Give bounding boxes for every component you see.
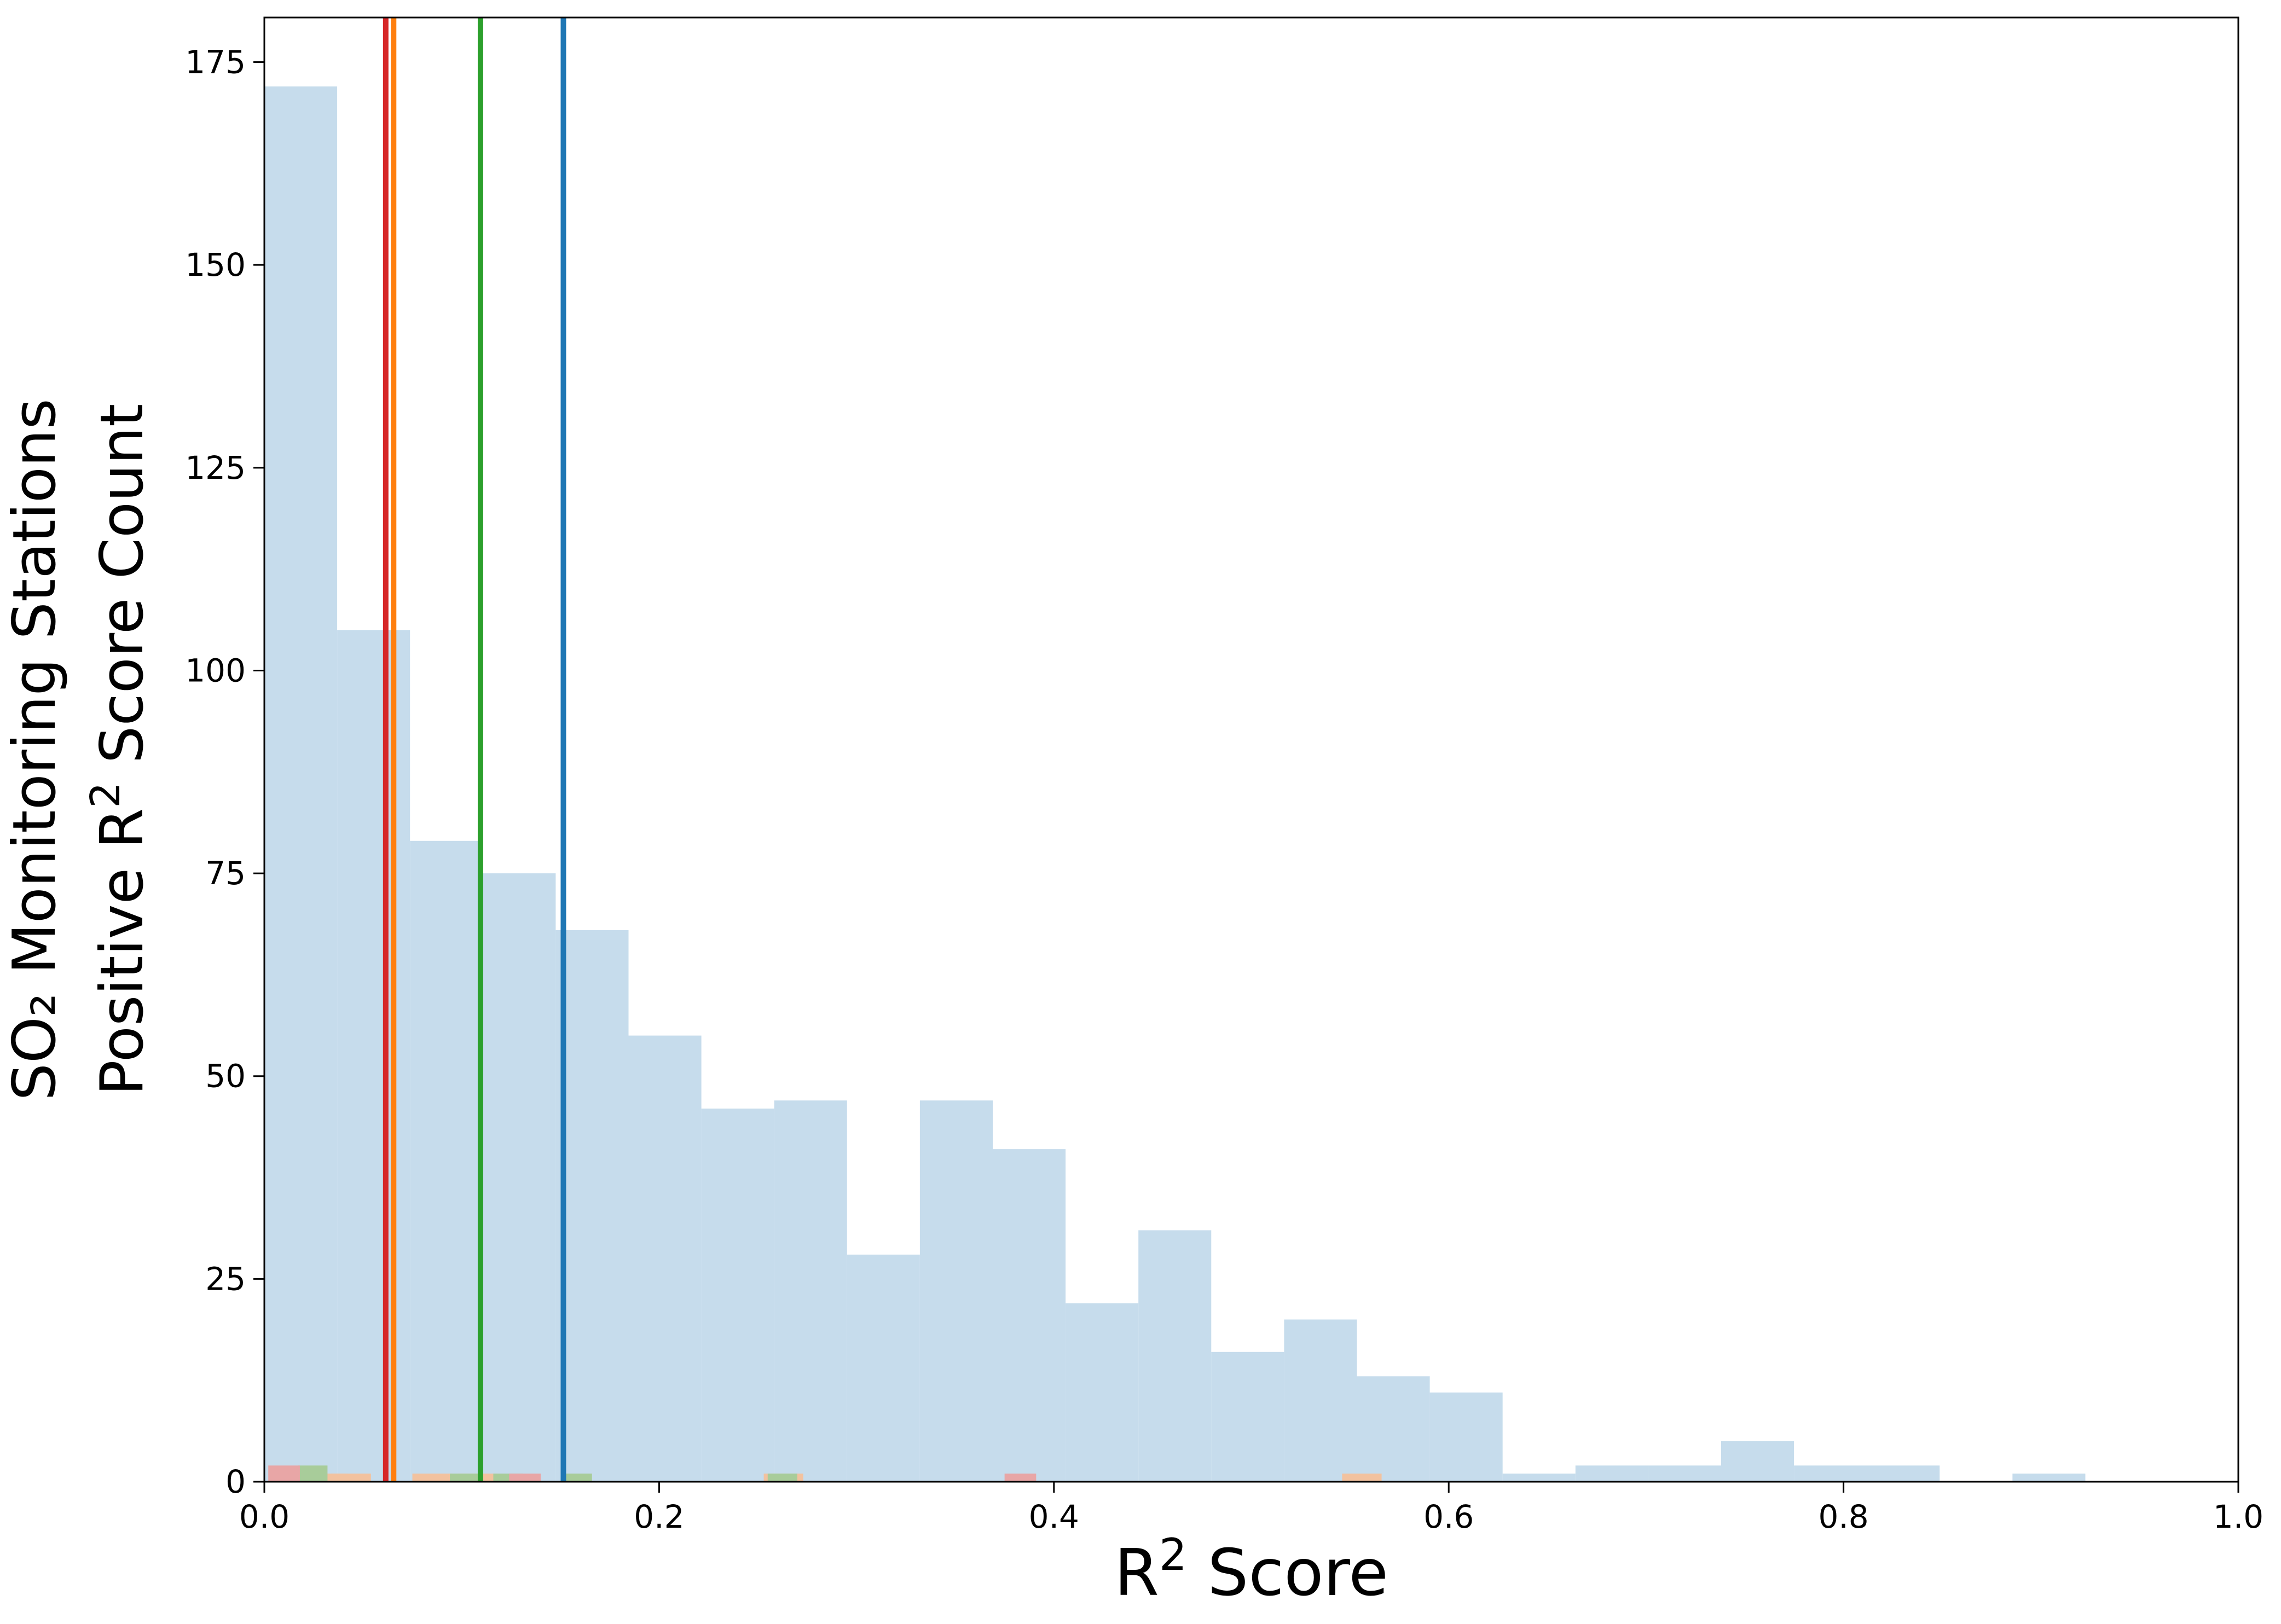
histogram-bar bbox=[1575, 1465, 1648, 1482]
histogram-bar bbox=[1138, 1230, 1212, 1482]
histogram-bar bbox=[412, 1474, 452, 1482]
histogram-bar bbox=[331, 1474, 371, 1482]
histogram-bar bbox=[1502, 1474, 1576, 1482]
histogram-bars bbox=[264, 86, 2086, 1482]
histogram-bar bbox=[1211, 1352, 1284, 1482]
y-tick-label: 50 bbox=[205, 1058, 246, 1095]
reference-lines bbox=[383, 18, 566, 1482]
histogram-bar bbox=[410, 840, 483, 1482]
histogram-bar bbox=[1648, 1465, 1721, 1482]
y-tick-label: 175 bbox=[185, 44, 246, 81]
histogram-bar bbox=[509, 1474, 541, 1482]
y-axis-ticks: 0 25 50 75 100 125 150 175 bbox=[185, 44, 264, 1500]
histogram-bar bbox=[1721, 1441, 1794, 1482]
histogram-bar bbox=[1867, 1465, 1940, 1482]
y-tick-label: 75 bbox=[205, 855, 246, 892]
histogram-bar bbox=[298, 1465, 328, 1482]
histogram-bar bbox=[1342, 1474, 1382, 1482]
x-tick-label: 0.4 bbox=[1029, 1498, 1079, 1535]
y-tick-label: 0 bbox=[225, 1463, 246, 1500]
histogram-bar bbox=[992, 1149, 1066, 1482]
plot-frame bbox=[263, 16, 2239, 1483]
histogram-bar bbox=[2012, 1474, 2086, 1482]
histogram-bar bbox=[1004, 1474, 1037, 1482]
x-axis-ticks: 0.0 0.2 0.4 0.6 0.8 1.0 bbox=[239, 1482, 2263, 1535]
histogram-bar bbox=[1794, 1465, 1867, 1482]
y-tick-label: 125 bbox=[185, 449, 246, 486]
histogram-bar bbox=[1357, 1376, 1430, 1482]
histogram-bar bbox=[337, 630, 410, 1482]
histogram-bar bbox=[483, 873, 556, 1482]
x-tick-label: 0.0 bbox=[239, 1498, 290, 1535]
histogram-bar bbox=[919, 1100, 993, 1482]
histogram-bar bbox=[268, 1465, 300, 1482]
x-tick-label: 0.2 bbox=[634, 1498, 684, 1535]
histogram-bar bbox=[562, 1474, 592, 1482]
y-tick-label: 25 bbox=[205, 1260, 246, 1297]
histogram-bar bbox=[450, 1474, 480, 1482]
x-tick-label: 0.6 bbox=[1423, 1498, 1474, 1535]
histogram-bar bbox=[847, 1254, 920, 1482]
histogram-bar bbox=[1284, 1319, 1357, 1482]
y-axis-label-line2: Positive R2 Score Count bbox=[82, 404, 157, 1096]
histogram-bar bbox=[264, 86, 338, 1482]
y-tick-label: 100 bbox=[185, 652, 246, 689]
histogram-bar bbox=[555, 930, 629, 1482]
histogram-bar bbox=[628, 1035, 702, 1482]
histogram-bar bbox=[701, 1109, 774, 1482]
histogram-bar bbox=[767, 1474, 797, 1482]
histogram-bar bbox=[1066, 1303, 1139, 1482]
y-tick-label: 150 bbox=[185, 246, 246, 283]
x-tick-label: 1.0 bbox=[2213, 1498, 2263, 1535]
y-axis-label-line1: SO₂ Monitoring Stations bbox=[1, 398, 69, 1100]
histogram-bar bbox=[1429, 1392, 1503, 1482]
x-axis-label: R2 Score bbox=[1114, 1529, 1388, 1610]
histogram-bar bbox=[774, 1100, 847, 1482]
x-tick-label: 0.8 bbox=[1818, 1498, 1868, 1535]
